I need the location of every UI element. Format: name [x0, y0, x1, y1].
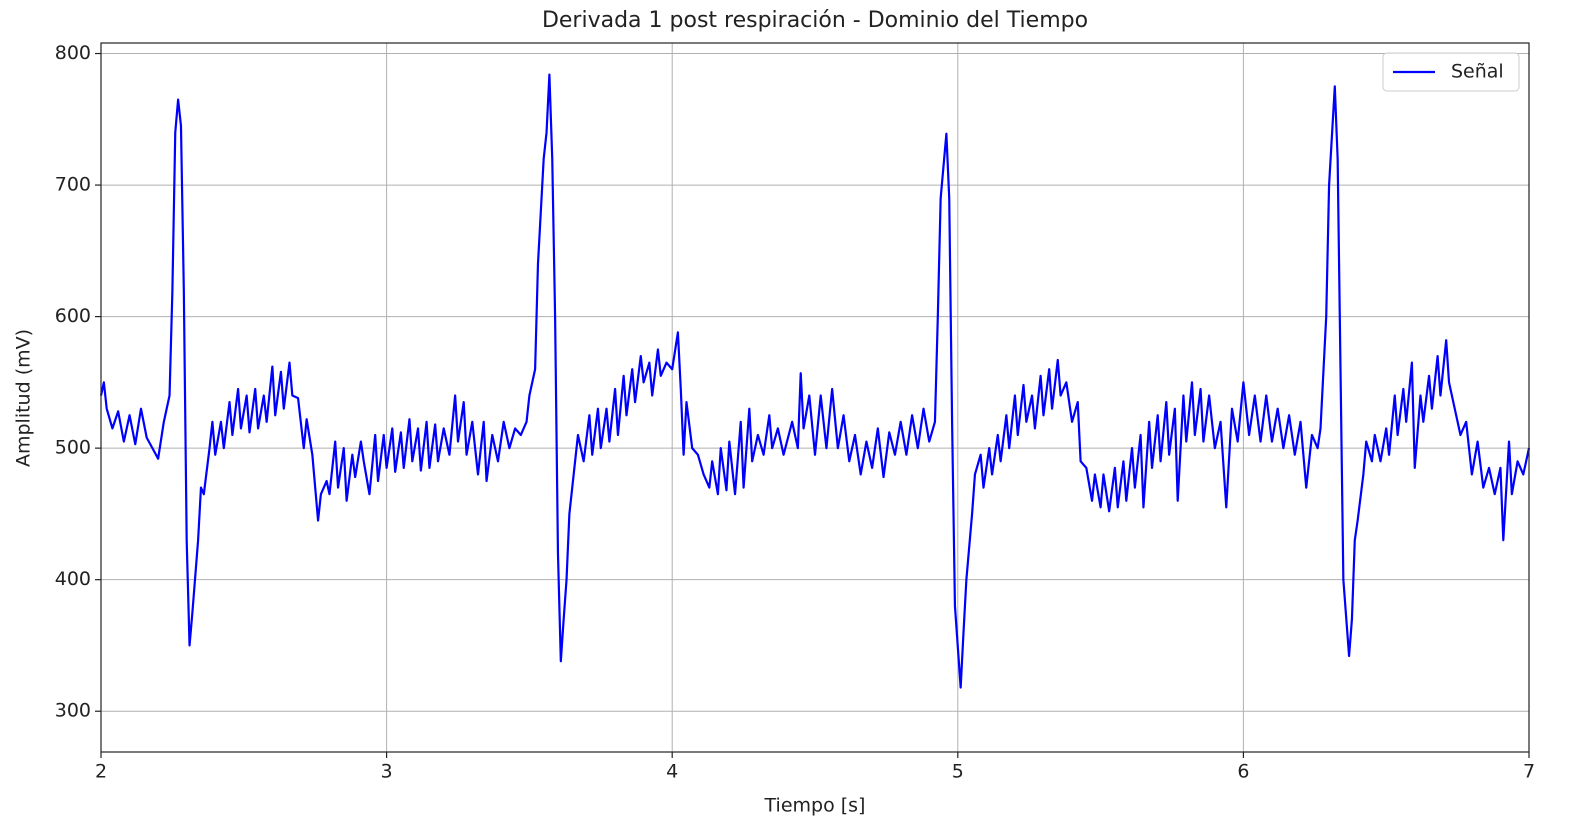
legend: Señal	[1382, 52, 1520, 92]
y-tick-label: 800	[55, 42, 91, 64]
legend-label: Señal	[1451, 61, 1504, 83]
plot-area	[99, 73, 1531, 689]
y-tick-label: 400	[55, 568, 91, 590]
axes-frame	[100, 42, 1530, 753]
y-tick-label: 500	[55, 437, 91, 459]
line-series	[99, 73, 1531, 689]
x-tick-label: 6	[1237, 761, 1249, 783]
x-tick-label: 7	[1523, 761, 1535, 783]
legend-box	[1382, 52, 1520, 92]
y-tick-label: 600	[55, 305, 91, 327]
y-axis-label: Amplitud (mV)	[13, 329, 35, 467]
y-tick-label: 700	[55, 174, 91, 196]
grid: 2 3 4 5 6 7 300 400 500 600 700 800	[55, 42, 1535, 782]
y-tick-label: 300	[55, 700, 91, 722]
x-axis-label: Tiempo [s]	[764, 795, 866, 817]
x-tick-label: 4	[666, 761, 678, 783]
x-tick-label: 3	[381, 761, 393, 783]
x-tick-label: 5	[952, 761, 964, 783]
x-tick-label: 2	[95, 761, 107, 783]
chart-title: Derivada 1 post respiración - Dominio de…	[542, 8, 1088, 33]
